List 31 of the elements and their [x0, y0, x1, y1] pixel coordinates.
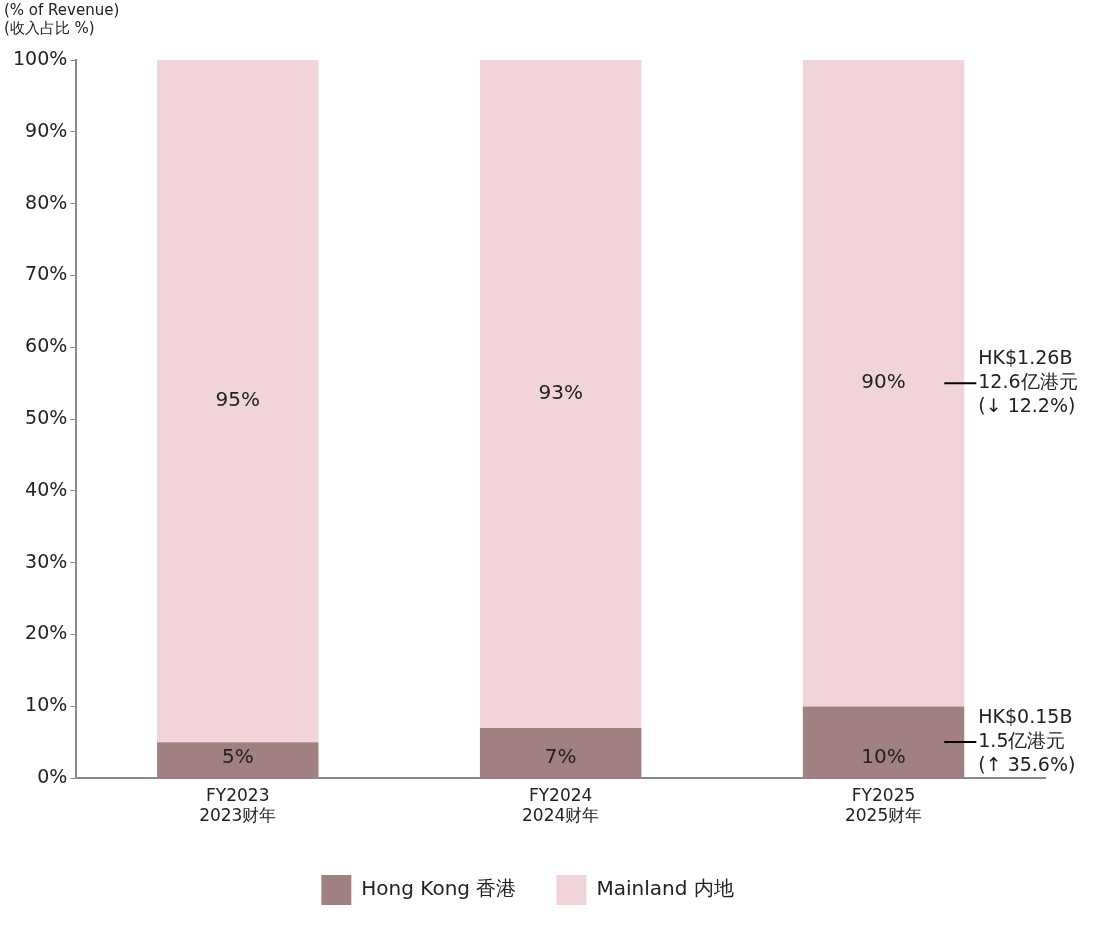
- legend-label: Hong Kong 香港: [361, 876, 517, 901]
- legend-label: Mainland 内地: [596, 876, 734, 901]
- bar: [157, 742, 319, 778]
- y-tick-label: 60%: [25, 334, 68, 357]
- x-tick-label: FY2023 2023财年: [199, 784, 277, 826]
- y-tick-label: 0%: [37, 765, 68, 788]
- y-tick-label: 40%: [25, 477, 68, 500]
- y-tick-label: 80%: [25, 190, 68, 213]
- y-tick-label: 70%: [25, 262, 68, 285]
- y-tick-label: 20%: [25, 621, 68, 644]
- data-label: 93%: [538, 380, 583, 405]
- data-label: 10%: [861, 743, 906, 768]
- y-tick-label: 50%: [25, 406, 68, 429]
- bar: [157, 60, 319, 743]
- x-tick-label: FY2025 2025财年: [844, 784, 923, 826]
- annotation: HK$1.26B 12.6亿港元 (↓ 12.2%): [978, 346, 1078, 417]
- bar: [802, 706, 965, 778]
- x-tick-label: FY2024 2024财年: [522, 784, 600, 826]
- y-tick-label: 30%: [25, 549, 68, 572]
- data-label: 90%: [861, 369, 906, 394]
- y-tick-label: 90%: [25, 118, 68, 141]
- bar: [479, 727, 642, 778]
- data-label: 7%: [544, 743, 577, 768]
- bar: [802, 60, 965, 707]
- data-label: 95%: [215, 387, 260, 412]
- y-tick-label: 10%: [25, 693, 68, 716]
- data-label: 5%: [221, 743, 254, 768]
- y-axis-title: (% of Revenue) (收入占比 %): [4, 1, 120, 38]
- annotation: HK$0.15B 1.5亿港元 (↑ 35.6%): [978, 704, 1076, 775]
- bar: [479, 60, 642, 728]
- y-tick-label: 100%: [12, 46, 68, 69]
